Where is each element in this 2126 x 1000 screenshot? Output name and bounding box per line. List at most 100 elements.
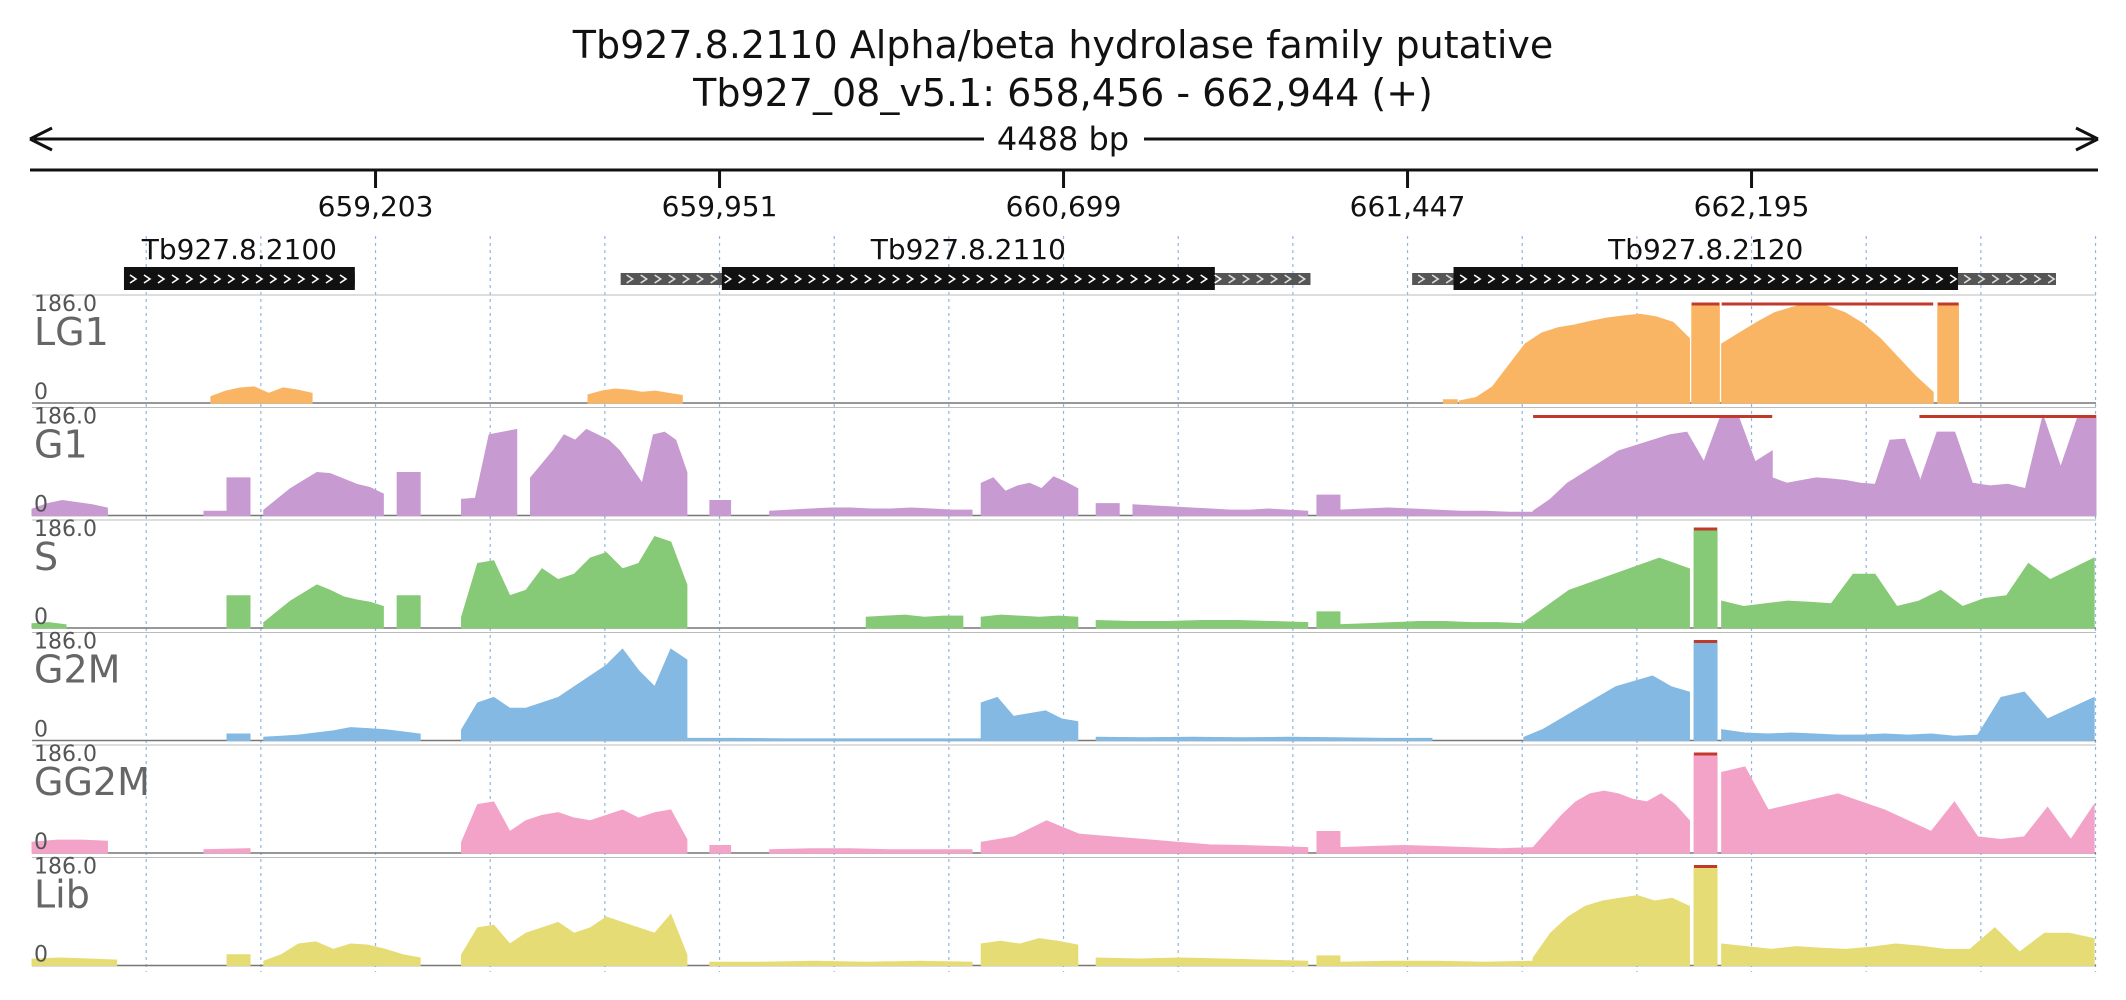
coverage-area — [686, 737, 982, 741]
strand-chevron-icon — [668, 274, 677, 284]
strand-chevron-icon — [325, 274, 334, 284]
strand-chevron-icon — [1585, 274, 1594, 284]
strand-chevron-icon — [1228, 274, 1237, 284]
coverage-area — [1721, 927, 2095, 966]
track-name: LG1 — [34, 310, 109, 354]
strand-chevron-icon — [1669, 274, 1678, 284]
coverage-track: 186.0 0 S — [31, 517, 2096, 630]
strand-chevron-icon — [1018, 274, 1027, 284]
coverage-area — [396, 595, 421, 629]
y-max-label: 186.0 — [34, 517, 97, 542]
coverage-area — [1693, 527, 1718, 629]
strand-chevron-icon — [255, 274, 264, 284]
strand-chevron-icon — [1214, 274, 1223, 284]
strand-chevron-icon — [1046, 274, 1055, 284]
gene-feature[interactable]: Tb927.8.2110 — [620, 233, 1311, 290]
coverage-area — [1316, 494, 1341, 516]
strand-chevron-icon — [1004, 274, 1013, 284]
strand-chevron-icon — [2047, 274, 2056, 284]
strand-chevron-icon — [1879, 274, 1888, 284]
strand-chevron-icon — [171, 274, 180, 284]
coverage-area — [709, 844, 732, 854]
strand-chevron-icon — [1935, 274, 1944, 284]
coverage-area — [1523, 557, 1690, 629]
coverage-area — [461, 801, 688, 854]
strand-chevron-icon — [1963, 274, 1972, 284]
strand-chevron-icon — [1515, 274, 1524, 284]
coverage-area — [709, 960, 973, 966]
coverage-track: 186.0 0 LG1 — [32, 292, 2096, 405]
x-tick-label: 660,699 — [1006, 190, 1122, 223]
strand-chevron-icon — [906, 274, 915, 284]
strand-chevron-icon — [1487, 274, 1496, 284]
gene-cds — [1453, 267, 1959, 290]
strand-chevron-icon — [1837, 274, 1846, 284]
strand-chevron-icon — [836, 274, 845, 284]
coverage-area — [31, 957, 118, 966]
strand-chevron-icon — [780, 274, 789, 284]
strand-chevron-icon — [738, 274, 747, 284]
coverage-area — [226, 954, 251, 966]
coverage-area — [587, 388, 683, 404]
coverage-area — [263, 584, 384, 629]
track-name: S — [34, 535, 58, 579]
coverage-area — [31, 622, 67, 629]
strand-chevron-icon — [850, 274, 859, 284]
coverage-area — [1937, 302, 1959, 404]
strand-chevron-icon — [1809, 274, 1818, 284]
x-tick-label: 659,203 — [318, 190, 434, 223]
coverage-area — [1721, 557, 2095, 629]
track-name: GG2M — [34, 760, 150, 804]
coverage-area — [1459, 313, 1690, 404]
coverage-area — [1339, 844, 1534, 854]
strand-chevron-icon — [1473, 274, 1482, 284]
strand-chevron-icon — [640, 274, 649, 284]
coverage-track: 186.0 0 G2M — [32, 630, 2096, 743]
coverage-area — [203, 848, 251, 854]
coverage-area — [980, 614, 1079, 629]
coverage-area — [203, 510, 228, 516]
coverage-area — [1095, 957, 1309, 966]
coverage-area — [1442, 399, 1458, 404]
coverage-area — [1693, 640, 1718, 741]
gene-feature[interactable]: Tb927.8.2120 — [1412, 233, 2056, 290]
coverage-area — [980, 820, 1309, 854]
y-max-label: 186.0 — [34, 630, 97, 655]
strand-chevron-icon — [1683, 274, 1692, 284]
strand-chevron-icon — [1256, 274, 1265, 284]
strand-chevron-icon — [2019, 274, 2028, 284]
gene-label: Tb927.8.2120 — [1607, 233, 1803, 266]
coverage-area — [1721, 691, 2095, 741]
strand-chevron-icon — [1977, 274, 1986, 284]
strand-chevron-icon — [1921, 274, 1930, 284]
x-tick-label: 662,195 — [1694, 190, 1810, 223]
strand-chevron-icon — [1102, 274, 1111, 284]
coverage-area — [461, 536, 688, 629]
coverage-area — [1721, 766, 2095, 854]
coverage-area — [1523, 675, 1690, 741]
strand-chevron-icon — [129, 274, 138, 284]
coverage-area — [1918, 413, 2097, 516]
coverage-area — [1339, 621, 1525, 629]
coverage-track: 186.0 0 G1 — [31, 405, 2097, 518]
coverage-area — [1316, 955, 1341, 966]
strand-chevron-icon — [1823, 274, 1832, 284]
strand-chevron-icon — [808, 274, 817, 284]
strand-chevron-icon — [766, 274, 775, 284]
x-tick-label: 661,447 — [1350, 190, 1466, 223]
strand-chevron-icon — [724, 274, 733, 284]
strand-chevron-icon — [1116, 274, 1125, 284]
y-max-label: 186.0 — [34, 855, 97, 880]
gene-feature[interactable]: Tb927.8.2100 — [123, 233, 355, 290]
coverage-area — [1693, 865, 1718, 966]
strand-chevron-icon — [864, 274, 873, 284]
strand-chevron-icon — [1172, 274, 1181, 284]
coverage-area — [1691, 302, 1720, 404]
strand-chevron-icon — [1158, 274, 1167, 284]
coverage-area — [210, 386, 313, 404]
strand-chevron-icon — [1753, 274, 1762, 284]
track-name: Lib — [34, 873, 90, 917]
coverage-area — [1316, 611, 1341, 629]
strand-chevron-icon — [1739, 274, 1748, 284]
